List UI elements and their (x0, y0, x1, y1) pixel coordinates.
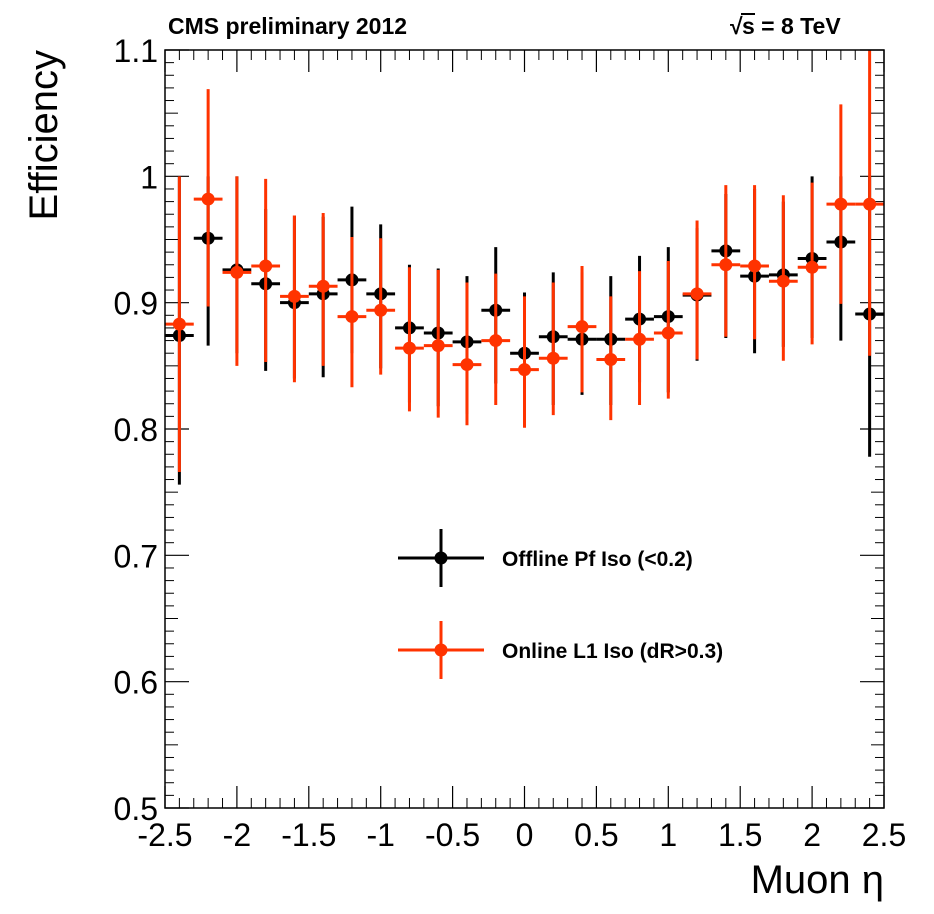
data-point (776, 274, 790, 288)
data-point (805, 260, 819, 274)
header-sqrt-symbol: √ (730, 13, 743, 39)
data-point (661, 326, 675, 340)
x-tick-label: 1 (659, 817, 677, 853)
data-point (259, 259, 273, 273)
y-tick-label: 0.9 (114, 286, 158, 322)
y-tick-label: 0.8 (114, 412, 158, 448)
data-point (374, 303, 388, 317)
data-point (316, 279, 330, 293)
x-tick-label: -2.5 (137, 817, 192, 853)
data-point (604, 353, 618, 367)
data-point (345, 310, 359, 324)
plot-frame (164, 49, 885, 809)
legend: Offline Pf Iso (<0.2) Online L1 Iso (dR>… (398, 529, 723, 679)
data-point (287, 289, 301, 303)
legend-offline-label: Offline Pf Iso (<0.2) (502, 548, 693, 571)
data-point (633, 332, 647, 346)
x-tick-label: -1 (366, 817, 394, 853)
x-tick-label: 0 (516, 817, 534, 853)
minor-ticks (165, 50, 884, 808)
x-tick-label: 0.5 (574, 817, 618, 853)
x-tick-labels: -2.5 -2 -1.5 -1 -0.5 0 0.5 1 1.5 2 2.5 (137, 817, 906, 853)
data-point (489, 334, 503, 348)
data-point (402, 341, 416, 355)
x-axis-title: Muon η (751, 858, 884, 902)
y-tick-label: 0.5 (114, 791, 158, 827)
data-point (518, 363, 531, 377)
data-point (431, 339, 445, 353)
data-point (201, 192, 215, 206)
y-tick-label: 1 (140, 159, 158, 195)
y-tick-label: 1.1 (114, 33, 158, 69)
data-point (834, 197, 848, 211)
data-point (863, 197, 877, 211)
data-point (719, 258, 733, 272)
y-tick-labels: 0.5 0.6 0.7 0.8 0.9 1 1.1 (114, 33, 158, 827)
data-point (575, 320, 589, 334)
legend-online-label: Online L1 Iso (dR>0.3) (502, 640, 723, 663)
legend-online-marker (434, 643, 448, 657)
data-point (546, 351, 560, 365)
data-point (230, 265, 244, 279)
header-left: CMS preliminary 2012 (168, 13, 407, 39)
data-point (460, 358, 474, 372)
header-right: s = 8 TeV (742, 13, 841, 39)
y-axis-title: Efficiency (22, 50, 66, 220)
x-tick-label: -0.5 (425, 817, 480, 853)
x-tick-label: -1.5 (281, 817, 336, 853)
x-tick-label: 2 (803, 817, 821, 853)
series-1 (165, 50, 884, 472)
x-tick-label: 2.5 (862, 817, 906, 853)
x-tick-label: 1.5 (718, 817, 762, 853)
y-tick-label: 0.7 (114, 538, 158, 574)
y-tick-label: 0.6 (114, 665, 158, 701)
data-point (172, 317, 186, 331)
series-layer (165, 50, 884, 485)
x-tick-label: -2 (223, 817, 251, 853)
legend-offline-marker (434, 551, 448, 565)
data-point (690, 287, 704, 301)
data-point (748, 259, 762, 273)
